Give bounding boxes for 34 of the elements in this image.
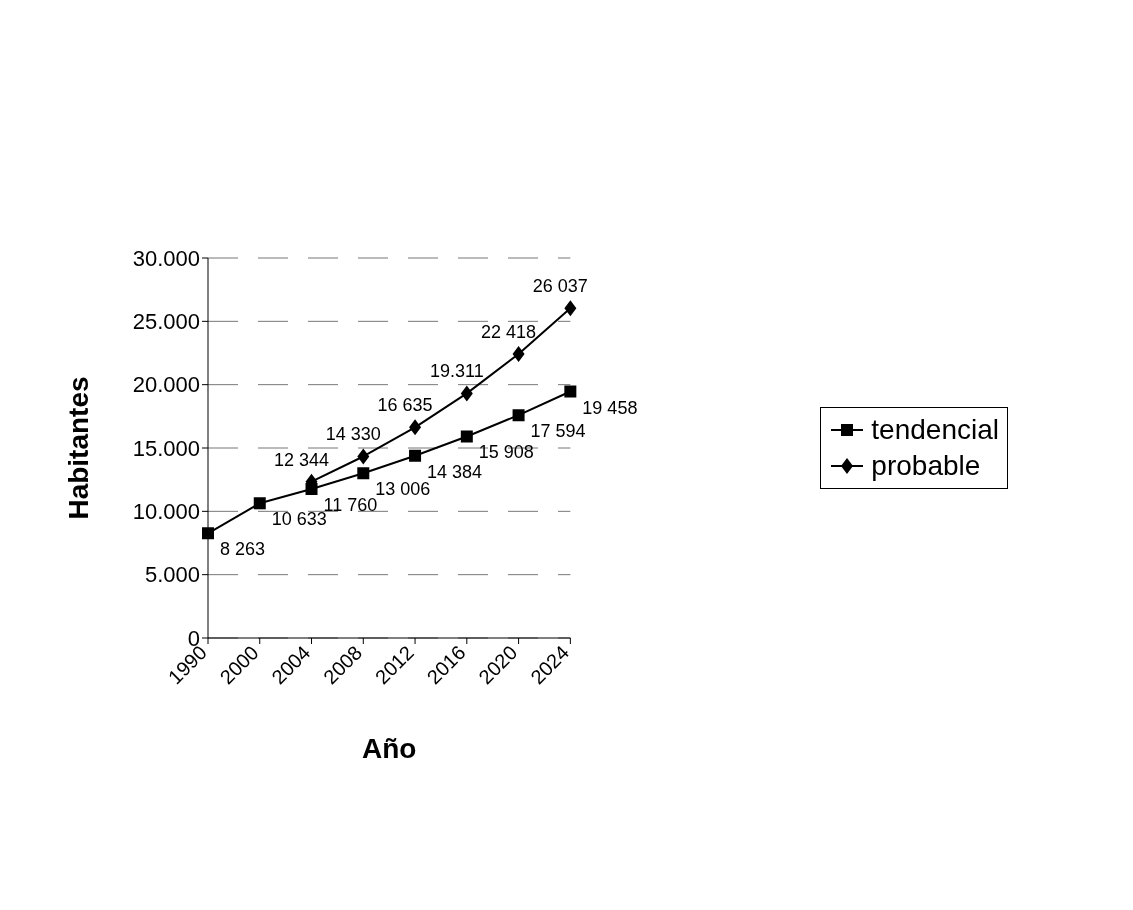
y-tick-label: 15.000	[132, 435, 200, 461]
y-tick-label: 20.000	[132, 372, 200, 398]
y-axis-title: Habitantes	[62, 376, 94, 520]
data-label: 16 635	[377, 395, 433, 416]
y-tick-label: 30.000	[132, 245, 200, 271]
data-label: 12 344	[274, 449, 330, 470]
y-tick-label: 25.000	[132, 309, 200, 335]
y-tick-label: 10.000	[132, 499, 200, 525]
data-label: 14 330	[325, 424, 381, 445]
y-tick-label: 5.000	[144, 562, 200, 588]
data-label: 26 037	[532, 276, 588, 297]
data-label: 19.311	[429, 361, 484, 382]
legend-label: tendencial	[871, 413, 999, 447]
point	[564, 385, 577, 398]
point	[460, 430, 473, 443]
data-label: 15 908	[478, 442, 534, 463]
point	[512, 409, 525, 422]
point	[357, 448, 370, 465]
data-label: 14 384	[427, 461, 483, 482]
point	[357, 467, 370, 480]
point	[253, 497, 266, 510]
x-axis-title: Año	[361, 733, 417, 764]
point	[564, 300, 577, 317]
legend-label: probable	[871, 449, 981, 483]
data-label: 19 458	[582, 397, 638, 418]
data-label: 17 594	[530, 421, 586, 442]
data-label: 8 263	[220, 539, 266, 560]
point	[512, 346, 525, 363]
data-label: 22 418	[481, 322, 537, 343]
data-label: 13 006	[375, 479, 431, 500]
point	[409, 449, 422, 462]
point	[409, 419, 422, 436]
point	[202, 527, 214, 540]
point	[460, 385, 473, 402]
